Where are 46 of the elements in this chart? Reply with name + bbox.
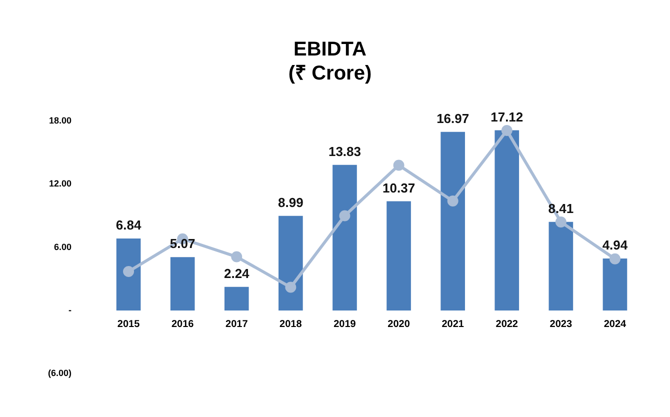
point (123, 266, 134, 278)
data-label: 16.97 (436, 110, 470, 126)
y-tick-label: (6.00) (48, 368, 72, 378)
text: (₹ Crore) (288, 62, 372, 85)
x-tick-label: 2020 (388, 319, 410, 330)
point (501, 124, 512, 136)
data-label: 10.37 (382, 180, 416, 196)
data-label: 8.41 (548, 201, 574, 216)
bar (494, 130, 520, 310)
point (393, 160, 404, 171)
data-label: 17.12 (490, 109, 524, 124)
bar (224, 286, 249, 310)
x-tick-label: 2024 (604, 319, 627, 330)
bar (386, 201, 411, 310)
bar (440, 132, 465, 310)
point (447, 195, 458, 206)
data-label: 4.94 (602, 238, 628, 253)
y-tick-label: - (68, 304, 72, 315)
point (285, 282, 296, 293)
data-label: 5.07 (170, 236, 196, 252)
y-tick-label: 18.00 (48, 115, 72, 126)
data-label: 8.99 (278, 194, 304, 210)
point (609, 253, 620, 264)
data-label: 13.83 (328, 144, 362, 159)
point (555, 216, 566, 228)
x-tick-label: 2017 (226, 319, 248, 330)
x-tick-label: 2023 (550, 319, 572, 330)
x-tick-label: 2015 (117, 319, 140, 330)
bar (332, 164, 357, 310)
bar (170, 257, 195, 310)
bar (602, 258, 628, 310)
point (339, 210, 350, 222)
bar (116, 238, 141, 310)
x-tick-label: 2016 (171, 319, 194, 330)
x-tick-label: 2022 (496, 319, 518, 330)
x-tick-label: 2021 (442, 319, 464, 330)
data-label: 2.24 (224, 266, 250, 281)
x-tick-label: 2019 (334, 319, 356, 330)
y-tick-label: 6.00 (54, 242, 72, 252)
x-tick-label: 2018 (280, 319, 302, 330)
data-label: 6.84 (116, 218, 142, 233)
y-tick-label: 12.00 (48, 178, 72, 189)
bar (278, 216, 303, 310)
point (231, 251, 242, 262)
bar (548, 222, 574, 310)
text: EBIDTA (294, 38, 366, 61)
